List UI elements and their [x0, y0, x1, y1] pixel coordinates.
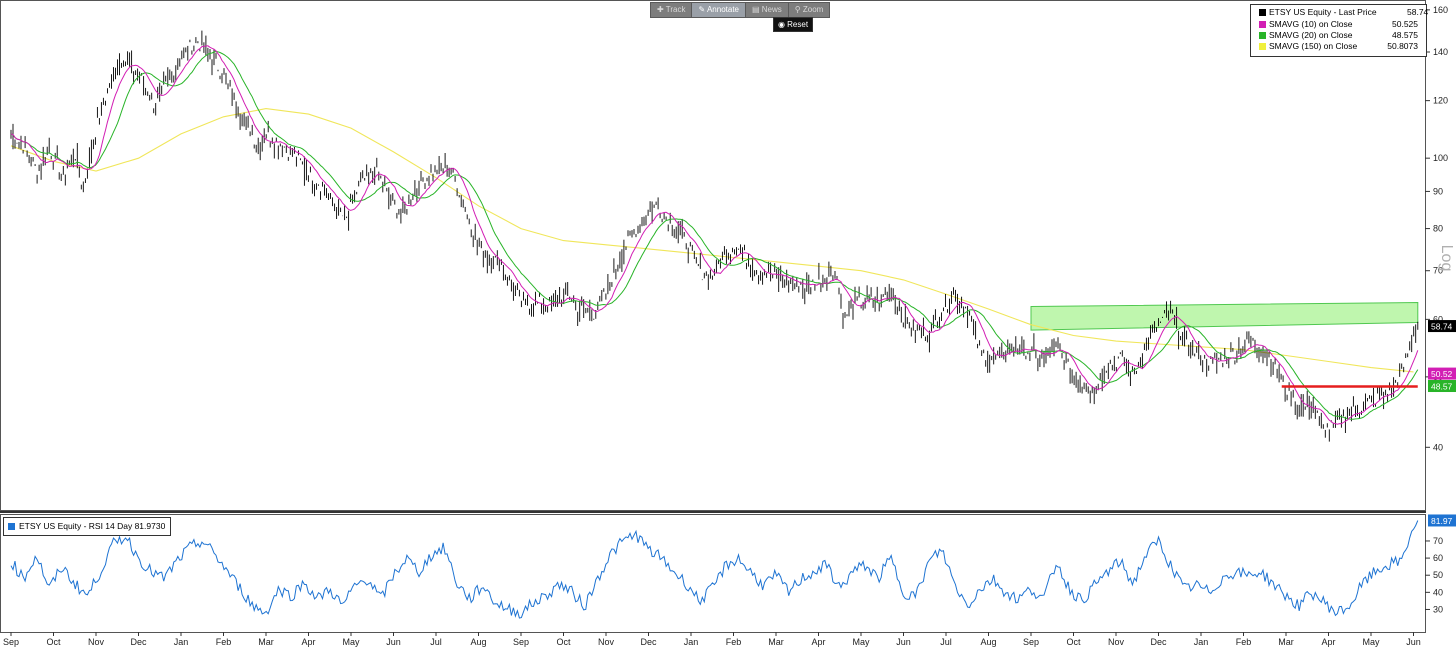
x-tick-label: Apr: [811, 637, 825, 647]
sma10-line: [10, 45, 1419, 425]
x-tick-label: Jun: [1406, 637, 1421, 647]
legend-row-sma150: SMAVG (150) on Close 50.8073: [1259, 41, 1424, 52]
x-tick-label: Jan: [684, 637, 699, 647]
last-value-tag: [1428, 320, 1456, 333]
legend-row-price: ETSY US Equity - Last Price 58.74: [1259, 7, 1428, 18]
y-tick-label: 70: [1433, 266, 1443, 276]
rsi-y-tick-label: 50: [1433, 570, 1443, 580]
last-value-tags: 58.74 50.52 48.57 81.97: [1428, 320, 1456, 527]
news-icon: ▤: [752, 5, 762, 14]
x-tick-label: May: [342, 637, 360, 647]
zoom-button[interactable]: ⚲ Zoom: [794, 5, 824, 14]
x-tick-label: Aug: [470, 637, 486, 647]
x-tick-label: Nov: [598, 637, 615, 647]
x-tick-label: Jun: [386, 637, 401, 647]
track-button[interactable]: ✚ Track: [651, 3, 693, 17]
rsi-y-axis: 30 40 50 60 70: [1425, 536, 1443, 614]
resistance-zone: [1030, 301, 1419, 331]
x-tick-label: Sep: [513, 637, 529, 647]
y-tick-label: 80: [1433, 224, 1443, 234]
x-tick-label: Feb: [216, 637, 232, 647]
ohlc-bars: [10, 30, 1419, 442]
sma150-line: [10, 108, 1414, 373]
legend-row-sma10: SMAVG (10) on Close 50.525: [1259, 19, 1424, 30]
sma20-line: [10, 50, 1419, 420]
last-value-tag: [1428, 367, 1456, 380]
x-tick-label: Dec: [1150, 637, 1167, 647]
x-tick-label: Jul: [940, 637, 952, 647]
x-tick-label: Jan: [1194, 637, 1209, 647]
rsi-last-tag: [1428, 514, 1456, 527]
sma20-path: [10, 50, 1419, 420]
last-value-tag: [1428, 380, 1456, 393]
sma150-path: [10, 108, 1414, 373]
reset-button[interactable]: ◉ Reset: [773, 17, 813, 32]
y-tick-label: 140: [1433, 47, 1448, 57]
rsi-y-tick-label: 70: [1433, 536, 1443, 546]
chart-toolbar: ✚ Track ✎ Annotate ▤ News ⚲ Zoom: [650, 2, 831, 18]
x-tick-label: Oct: [46, 637, 61, 647]
reset-icon: ◉: [777, 20, 788, 29]
y-tick-label: 160: [1433, 5, 1448, 15]
legend-row-sma20: SMAVG (20) on Close 48.575: [1259, 30, 1424, 41]
x-tick-label: Feb: [726, 637, 742, 647]
x-tick-label: Apr: [301, 637, 315, 647]
legend-swatch: [8, 523, 15, 530]
rsi-path: [10, 520, 1419, 619]
x-tick-label: May: [852, 637, 870, 647]
x-tick-label: Sep: [3, 637, 19, 647]
x-tick-label: Dec: [640, 637, 657, 647]
y-tick-label: 90: [1433, 186, 1443, 196]
y-tick-label: 120: [1433, 96, 1448, 106]
legend-swatch: [1259, 43, 1266, 50]
x-tick-label: Oct: [556, 637, 571, 647]
x-tick-label: Sep: [1023, 637, 1039, 647]
main-panel-border: [0, 0, 1426, 511]
x-tick-label: Nov: [88, 637, 105, 647]
x-tick-label: Nov: [1108, 637, 1125, 647]
y-tick-label: 60: [1433, 314, 1443, 324]
x-tick-label: Oct: [1066, 637, 1081, 647]
x-tick-label: May: [1362, 637, 1380, 647]
x-tick-label: Feb: [1236, 637, 1252, 647]
last-value-label: 58.74: [1431, 322, 1453, 332]
plus-icon: ✚: [657, 5, 666, 14]
last-value-label: 48.57: [1431, 382, 1453, 392]
resistance-zone-band: [1030, 301, 1419, 331]
legend-swatch: [1259, 9, 1266, 16]
y-tick-label: 40: [1433, 442, 1443, 452]
x-axis: Sep Oct Nov Dec Jan Feb Mar Apr May Jun Jul Aug Sep O…: [3, 632, 1421, 651]
pencil-icon: ✎: [698, 5, 707, 14]
legend-swatch: [1259, 32, 1266, 39]
y-tick-label: 100: [1433, 153, 1448, 163]
legend-swatch: [1259, 21, 1266, 28]
x-tick-label: Apr: [1321, 637, 1335, 647]
x-tick-label: Aug: [980, 637, 996, 647]
log-scale-label: Log: [1438, 245, 1455, 272]
rsi-panel-border: [0, 514, 1426, 633]
last-value-label: 50.52: [1431, 369, 1453, 379]
rsi-legend: ETSY US Equity - RSI 14 Day 81.9730: [3, 517, 172, 536]
rsi-line: [10, 520, 1419, 619]
x-tick-label: Mar: [1278, 637, 1294, 647]
magnifier-icon: ⚲: [794, 5, 803, 14]
rsi-y-tick-label: 60: [1433, 553, 1443, 563]
annotate-button[interactable]: ✎ Annotate: [692, 3, 746, 17]
x-tick-label: Mar: [768, 637, 784, 647]
x-tick-label: Mar: [258, 637, 274, 647]
news-button[interactable]: ▤ News: [746, 3, 789, 17]
x-tick-label: Jan: [174, 637, 189, 647]
price-legend: ETSY US Equity - Last Price 58.74 SMAVG …: [1250, 4, 1428, 57]
rsi-y-tick-label: 30: [1433, 604, 1443, 614]
x-tick-label: Jul: [430, 637, 442, 647]
rsi-last-label: 81.97: [1431, 516, 1453, 526]
sma10-path: [10, 45, 1419, 425]
x-tick-label: Jun: [896, 637, 911, 647]
rsi-y-tick-label: 40: [1433, 587, 1443, 597]
x-tick-label: Dec: [130, 637, 147, 647]
